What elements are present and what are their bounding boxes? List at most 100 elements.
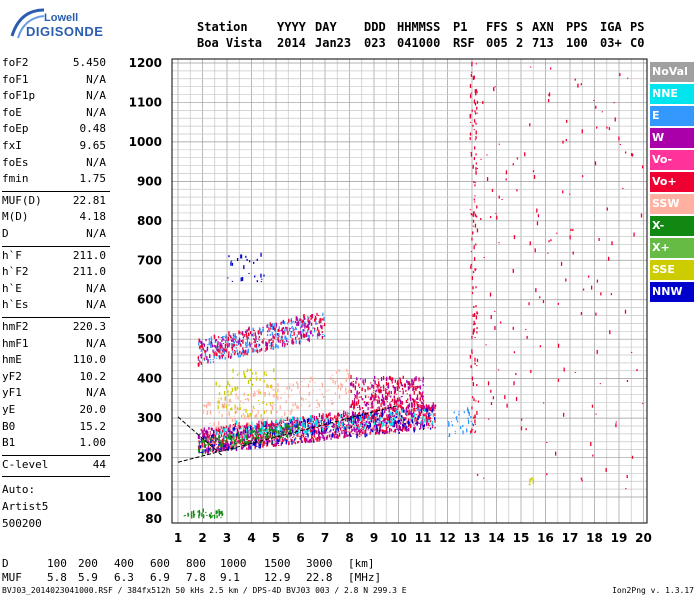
echo-point-e [288,327,291,332]
echo-point-w [304,422,306,427]
echo-point-voplus [216,353,218,357]
echo-point-voplus [396,381,399,386]
echo-point-xminus [235,447,237,449]
echo-point-nne [307,426,309,428]
echo-point-nnw [432,424,434,426]
echo-point-nnw [363,422,365,424]
echo-point-sse [239,406,241,410]
echo-point-voplus [309,423,312,425]
echo-point-xminus [275,430,277,435]
echo-point-ssw [303,377,305,380]
echo-point-nne [240,427,242,430]
echo-point-voplus [516,157,519,160]
echo-point-w [370,397,373,401]
echo-point-w [243,437,246,442]
x-tick-label: 13 [464,531,481,545]
echo-point-voplus [380,403,382,408]
echo-point-voplus [265,342,267,347]
echo-point-voplus [473,129,475,131]
echo-point-voplus [354,403,356,407]
echo-point-voplus [289,423,291,425]
echo-point-w [399,398,401,402]
echo-point-w [376,389,378,392]
echo-point-e [223,336,225,338]
y-tick-label: 400 [137,372,162,386]
echo-point-voplus [375,416,377,419]
header-value-7: 2 [516,36,524,50]
echo-point-nnw [271,431,274,436]
param-label: yE [2,403,16,416]
echo-point-voplus [606,207,608,211]
x-tick-label: 20 [635,531,652,545]
echo-point-voplus [476,167,479,169]
echo-point-e [300,340,302,343]
param-divider [2,245,110,247]
echo-point-voplus [235,438,237,442]
echo-point-voplus [353,413,355,415]
echo-point-voplus [500,321,502,324]
echo-point-voplus [321,336,323,340]
echo-point-voplus [298,319,301,321]
echo-point-nne [355,426,358,428]
echo-point-nnw [291,440,293,445]
echo-point-nne [343,425,345,430]
echo-point-voplus [343,415,346,418]
echo-point-voplus [378,381,380,386]
echo-point-nnw [241,431,243,434]
logo-digisonde: DIGISONDE [26,24,104,39]
echo-point-voplus [525,428,527,431]
echo-point-e [225,334,227,338]
echo-point-nnw [411,418,414,423]
echo-point-voplus [325,427,328,429]
echo-point-voplus [241,442,244,445]
echo-point-w [307,324,309,328]
echo-point-nnw [378,430,381,433]
echo-point-nnw [348,432,351,435]
echo-point-xminus [294,437,297,440]
echo-point-w [291,339,293,344]
echo-point-voplus [396,411,398,416]
echo-point-e [266,334,269,337]
echo-point-voplus [470,365,472,369]
echo-point-w [324,424,326,429]
echo-point-voplus [409,384,411,389]
echo-point-voplus [397,405,399,409]
echo-point-w [414,377,416,380]
echo-point-xminus [286,424,288,429]
echo-point-w [212,443,214,448]
echo-point-w [350,435,353,437]
echo-point-voplus [303,313,305,318]
echo-point-voplus [258,336,261,339]
echo-point-w [356,391,358,396]
echo-point-w [426,422,428,425]
echo-point-xminus [231,444,233,448]
echo-point-sse [227,390,229,393]
param-label: hmF1 [2,336,29,350]
echo-point-e [286,337,288,340]
echo-point-w [404,383,407,388]
echo-point-w [307,337,309,341]
echo-point-e [197,342,200,346]
echo-point-voplus [429,416,431,419]
echo-point-xminus [216,510,218,514]
d-cell-5: 1000 [220,557,247,570]
echo-point-w [206,431,209,434]
param-b1: B1 1.00 [2,436,110,453]
param-label: fxI [2,139,22,152]
echo-point-voplus [611,241,613,246]
echo-point-nnw [329,419,332,423]
echo-point-ssw [238,423,240,425]
echo-point-w [350,403,353,408]
echo-point-voplus [201,445,203,447]
echo-point-w [340,421,342,424]
echo-point-nne [316,420,318,425]
echo-point-e [259,330,261,334]
echo-point-voplus [490,389,492,393]
echo-point-voplus [215,345,217,349]
echo-point-w [333,423,335,425]
echo-point-voplus [470,152,473,157]
echo-point-w [342,412,345,417]
echo-point-w [386,422,389,424]
echo-point-voplus [419,422,421,424]
echo-point-xminus [285,423,287,428]
